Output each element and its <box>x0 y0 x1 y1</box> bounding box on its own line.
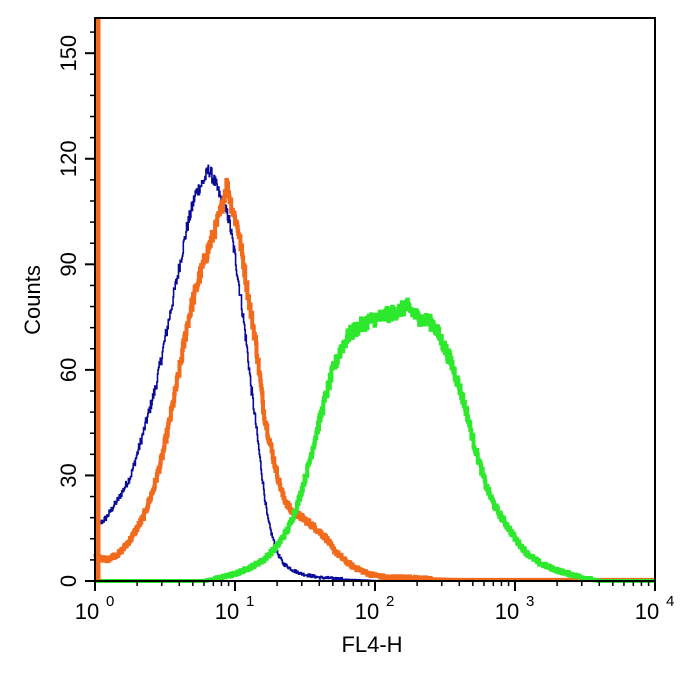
x-tick-label: 10 <box>215 599 239 624</box>
y-tick-label: 60 <box>56 358 81 382</box>
x-tick-exponent: 1 <box>246 593 254 610</box>
plot-frame <box>94 17 656 582</box>
y-tick-label: 30 <box>56 463 81 487</box>
y-axis-title: Counts <box>20 265 45 335</box>
y-tick-label: 0 <box>56 575 81 587</box>
x-tick-exponent: 3 <box>526 593 534 610</box>
histogram-series-2 <box>93 177 655 582</box>
x-tick-label: 10 <box>355 599 379 624</box>
ticks-layer: 10 0 10 1 10 2 10 3 10 4 0 30 60 90 120 150 <box>56 31 674 624</box>
x-axis-title: FL4-H <box>341 632 402 657</box>
y-tick-label: 90 <box>56 252 81 276</box>
histogram-series-1 <box>94 164 404 582</box>
x-tick-label: 10 <box>635 599 659 624</box>
x-tick-label: 10 <box>75 599 99 624</box>
series-layer <box>93 18 655 583</box>
histogram-series-3 <box>95 297 655 583</box>
y-tick-label: 150 <box>56 35 81 72</box>
x-tick-exponent: 4 <box>666 593 674 610</box>
x-tick-exponent: 0 <box>106 593 114 610</box>
x-tick-label: 10 <box>495 599 519 624</box>
y-tick-label: 120 <box>56 140 81 177</box>
x-tick-exponent: 2 <box>386 593 394 610</box>
